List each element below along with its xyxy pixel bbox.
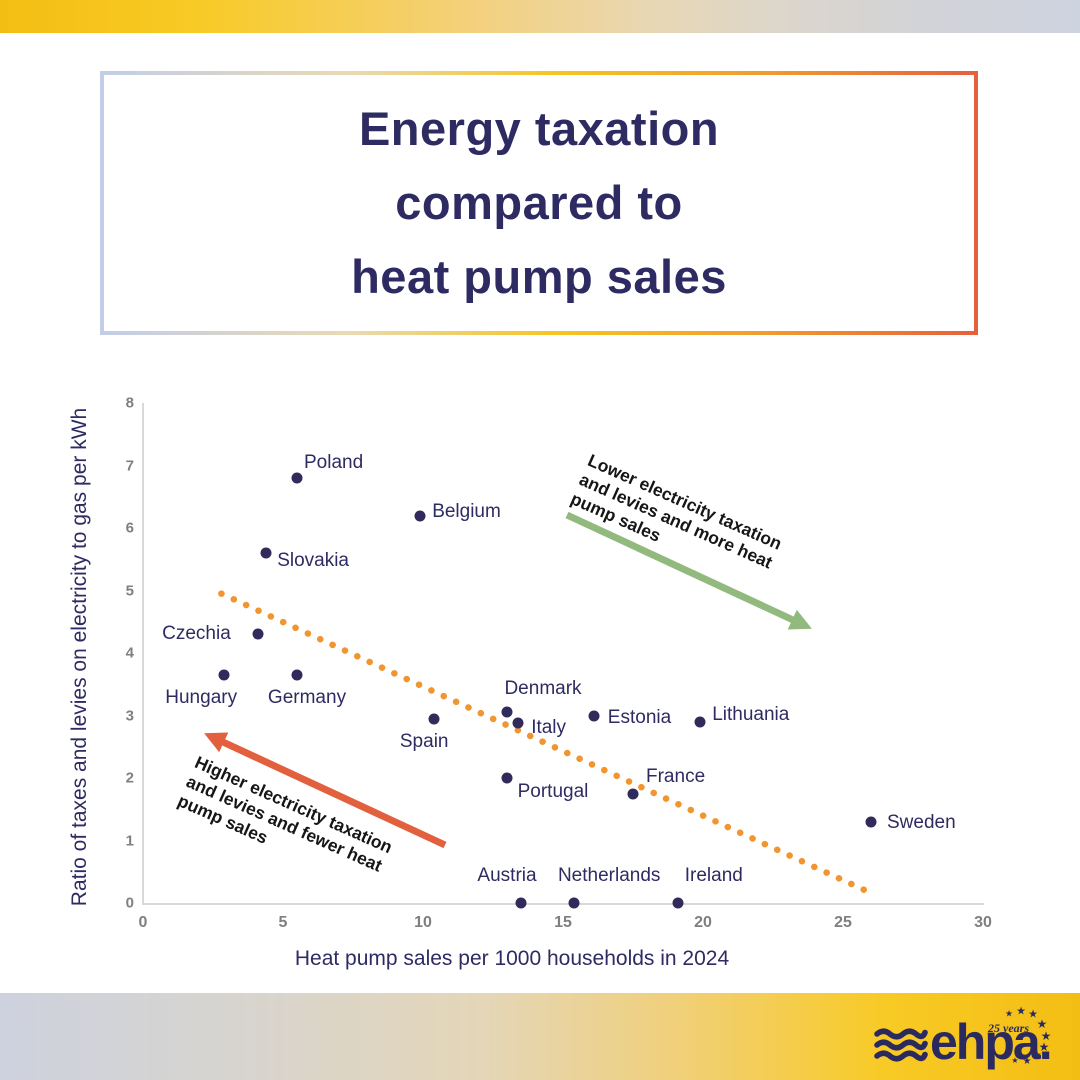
y-tick-label: 8 (125, 394, 134, 412)
eu-star-icon: ★ (1004, 1008, 1014, 1019)
data-point-portugal (501, 772, 513, 784)
data-point-denmark (501, 706, 513, 718)
data-point-italy (512, 717, 524, 729)
y-tick-label: 5 (125, 582, 134, 599)
y-tick-label: 7 (125, 457, 134, 474)
data-point-label-poland: Poland (304, 452, 364, 473)
x-tick-label: 20 (694, 914, 712, 931)
data-point-label-czechia: Czechia (162, 623, 231, 645)
eu-star-icon: ★ (1016, 1005, 1026, 1018)
ehpa-25years-label: 25 years (988, 1021, 1029, 1035)
eu-star-icon: ★ (1028, 1008, 1038, 1021)
data-point-poland (291, 472, 303, 484)
y-tick-label: 4 (125, 644, 134, 662)
top-gradient-banner (0, 0, 1080, 33)
y-tick-label: 2 (125, 769, 134, 787)
data-point-label-belgium: Belgium (432, 500, 501, 522)
eu-star-icon: ★ (1036, 1017, 1048, 1031)
data-point-sweden (865, 816, 877, 828)
y-axis-line (142, 403, 144, 904)
ehpa-wordmark: ehpa. (930, 1014, 1053, 1070)
x-tick-label: 0 (138, 914, 148, 931)
x-tick-label: 15 (554, 914, 572, 931)
y-tick-label: 3 (125, 707, 134, 724)
data-point-belgium (414, 510, 426, 521)
x-axis-line (142, 903, 984, 905)
eu-star-icon: ★ (1038, 1040, 1050, 1054)
higher-tax-arrow (204, 732, 447, 849)
eu-star-icon: ★ (1032, 1049, 1042, 1062)
y-tick-label: 0 (125, 894, 134, 912)
data-point-hungary (218, 669, 230, 681)
data-point-estonia (588, 710, 600, 721)
trendline-dotted (218, 590, 872, 895)
data-point-label-portugal: Portugal (517, 781, 589, 802)
data-point-label-slovakia: Slovakia (277, 550, 350, 571)
x-tick-label: 30 (974, 914, 992, 931)
eu-star-icon: ★ (1022, 1056, 1032, 1067)
data-point-lithuania (694, 716, 706, 728)
title-line-1: Energy taxation (358, 102, 720, 155)
data-point-label-germany: Germany (267, 686, 347, 708)
data-point-germany (291, 669, 303, 681)
data-point-ireland (672, 897, 684, 909)
data-point-spain (428, 713, 440, 725)
data-point-label-spain: Spain (399, 730, 449, 752)
data-point-slovakia (260, 547, 272, 559)
eu-star-icon: ★ (1011, 1056, 1019, 1065)
data-point-label-austria: Austria (477, 865, 537, 886)
y-tick-label: 6 (125, 519, 134, 537)
title-line-2: compared to (395, 176, 683, 229)
data-point-czechia (252, 628, 264, 640)
data-point-label-denmark: Denmark (504, 678, 582, 700)
data-point-label-france: France (646, 765, 706, 787)
data-point-label-ireland: Ireland (684, 865, 743, 886)
data-point-label-netherlands: Netherlands (557, 865, 661, 886)
title-line-3: heat pump sales (351, 250, 727, 303)
data-point-label-lithuania: Lithuania (712, 703, 790, 725)
ehpa-waves-icon (874, 1028, 928, 1062)
x-axis-title: Heat pump sales per 1000 households in 2… (294, 947, 730, 970)
x-tick-label: 25 (834, 914, 852, 931)
title-box: Energy taxation compared to heat pump sa… (100, 71, 978, 335)
data-point-austria (515, 897, 527, 909)
eu-star-icon: ★ (1040, 1029, 1052, 1043)
data-point-label-estonia: Estonia (607, 706, 672, 728)
x-tick-label: 5 (278, 914, 288, 931)
x-tick-label: 10 (414, 914, 432, 931)
data-point-netherlands (568, 897, 580, 909)
data-point-france (627, 788, 639, 800)
y-axis-title: Ratio of taxes and levies on electricity… (68, 407, 91, 907)
data-point-label-sweden: Sweden (887, 811, 956, 833)
y-tick-label: 1 (125, 832, 134, 849)
data-point-label-italy: Italy (531, 717, 567, 738)
lower-tax-arrow (565, 511, 812, 630)
data-point-label-hungary: Hungary (165, 686, 238, 708)
